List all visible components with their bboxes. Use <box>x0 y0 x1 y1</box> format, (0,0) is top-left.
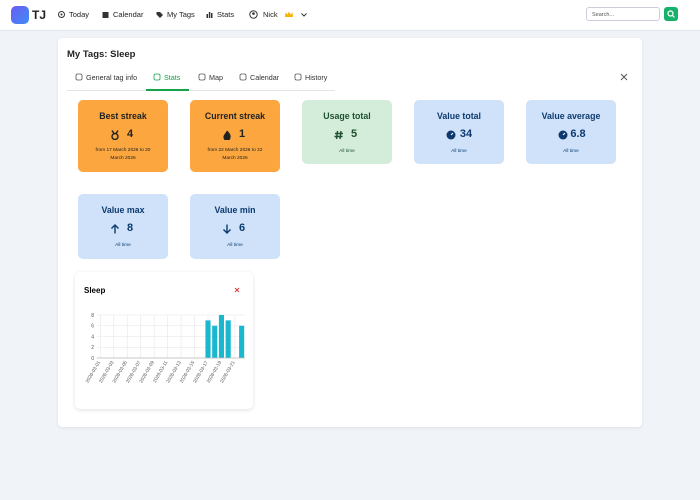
tab-icon <box>153 73 161 81</box>
stat-icon <box>558 130 568 140</box>
tab[interactable]: Stats <box>164 73 181 82</box>
stat-icon <box>334 130 343 140</box>
dropdown-caret <box>301 13 307 17</box>
stat-note: All time <box>451 149 467 154</box>
tab[interactable]: Calendar <box>250 73 280 82</box>
stat-card: Value total 34 All time <box>414 100 504 164</box>
nav-icon <box>102 12 109 18</box>
stat-title: Value average <box>541 111 601 121</box>
stat-title: Value total <box>437 111 481 121</box>
stat-icon <box>111 130 119 140</box>
nav-icon <box>58 11 65 18</box>
nav-item[interactable]: Stats <box>217 10 235 19</box>
tab[interactable]: History <box>305 73 328 82</box>
top-bar: TJ Search... Today Calendar My Tags Stats Ni… <box>0 0 700 31</box>
tab-icon <box>294 73 302 81</box>
search-button[interactable] <box>664 7 678 21</box>
brand[interactable]: TJ <box>32 8 47 22</box>
stat-note: from 17 March 2026 to 20 March 2026 <box>95 148 151 161</box>
stat-card: Value min 6 All time <box>190 194 280 259</box>
tab-icon <box>198 73 206 81</box>
stat-note: All time <box>339 149 355 154</box>
chart-card <box>75 272 253 409</box>
stat-value: 6 <box>238 222 246 234</box>
logo[interactable] <box>11 6 29 24</box>
stat-note: All time <box>563 149 579 154</box>
nav-icon <box>156 12 163 18</box>
stat-value: 34 <box>459 128 473 140</box>
stat-icon <box>223 130 231 140</box>
stat-title: Best streak <box>99 111 147 121</box>
tab-underline <box>146 89 189 91</box>
stat-title: Value max <box>101 205 145 215</box>
stat-title: Value min <box>214 205 256 215</box>
stat-icon <box>111 224 119 234</box>
stat-icon <box>446 130 456 140</box>
close-button[interactable] <box>620 73 628 81</box>
stat-note: from 22 March 2026 to 22 March 2026 <box>207 148 263 161</box>
nav-item[interactable]: Today <box>69 10 90 19</box>
stat-note: All time <box>115 243 131 248</box>
tab[interactable]: General tag info <box>86 73 138 82</box>
panel-title: My Tags: Sleep <box>67 49 136 60</box>
nav-item[interactable]: My Tags <box>167 10 195 19</box>
stat-value: 8 <box>126 222 134 234</box>
stat-value: 1 <box>238 128 246 140</box>
stat-card: Usage total 5 All time <box>302 100 392 164</box>
search-icon <box>667 10 675 18</box>
stat-value: 5 <box>350 128 358 140</box>
tab[interactable]: Map <box>209 73 223 82</box>
stat-card: Best streak 4 from 17 March 2026 to 20 Mar… <box>78 100 168 172</box>
stat-title: Current streak <box>204 111 266 121</box>
nav-item[interactable]: Calendar <box>113 10 144 19</box>
stat-title: Usage total <box>323 111 371 121</box>
stat-value: 6.8 <box>570 128 586 140</box>
user-icon <box>249 10 258 19</box>
user-name[interactable]: Nick <box>263 10 278 19</box>
tab-icon <box>239 73 247 81</box>
stat-icon <box>223 224 231 234</box>
stat-card: Current streak 1 from 22 March 2026 to 22 … <box>190 100 280 172</box>
tab-border <box>67 90 335 91</box>
stat-card: Value max 8 All time <box>78 194 168 259</box>
tab-icon <box>75 73 83 81</box>
stat-note: All time <box>227 243 243 248</box>
nav-icon <box>206 12 213 18</box>
search-input[interactable]: Search... <box>586 7 660 21</box>
stat-value: 4 <box>126 128 134 140</box>
stat-card: Value average 6.8 All time <box>526 100 616 164</box>
crown-icon <box>285 11 293 17</box>
